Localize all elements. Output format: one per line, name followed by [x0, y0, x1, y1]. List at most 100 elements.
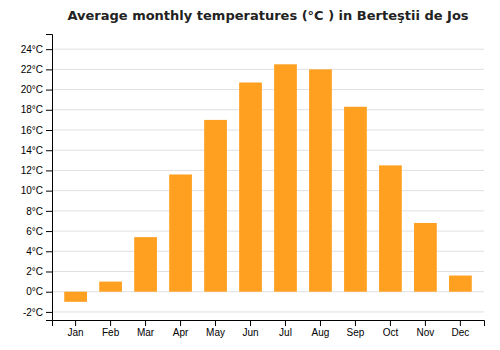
- y-tick: 16°C: [21, 125, 52, 136]
- y-axis-line: [46, 35, 53, 321]
- y-tick: 14°C: [21, 145, 52, 156]
- grid-line: [52, 89, 484, 90]
- grid-line: [52, 109, 484, 110]
- x-tick-mark: [460, 320, 461, 326]
- y-tick: 22°C: [21, 64, 52, 75]
- x-tick-label: Nov: [417, 327, 435, 338]
- y-axis: -2°C 0°C 2°C 4°C 6°C 8°C 10°C 12°C 14°C 16°C 18°C 2…: [21, 35, 53, 321]
- title: Average monthly temperatures (°C ) in Be…: [67, 8, 468, 23]
- x-tick-label: Oct: [383, 327, 399, 338]
- grid-line: [52, 150, 484, 151]
- y-tick-label: 4°C: [26, 246, 43, 257]
- x-tick-label: Sep: [347, 327, 365, 338]
- x-tick: Aug: [312, 320, 330, 338]
- y-tick-label: 18°C: [21, 104, 43, 115]
- y-tick-mark: [46, 69, 52, 70]
- y-tick-label: 0°C: [26, 286, 43, 297]
- bar: [64, 292, 87, 302]
- y-tick-label: 14°C: [21, 145, 43, 156]
- bar: [309, 69, 332, 291]
- x-tick-mark: [145, 320, 146, 326]
- y-tick-mark: [46, 191, 52, 192]
- x-tick-label: Aug: [312, 327, 330, 338]
- x-axis-line: [53, 321, 485, 327]
- x-tick-mark: [425, 320, 426, 326]
- x-tick-mark: [355, 320, 356, 326]
- bar: [239, 83, 262, 292]
- x-tick-mark: [215, 320, 216, 326]
- x-tick-mark: [390, 320, 391, 326]
- x-tick-mark: [75, 320, 76, 326]
- x-axis: Jan Feb Mar Apr May Jun Jul Aug Sep Oct Nov Dec: [53, 320, 485, 338]
- y-tick-label: 16°C: [21, 125, 43, 136]
- x-tick-label: Dec: [451, 327, 469, 338]
- y-tick: 18°C: [21, 104, 52, 115]
- y-tick-mark: [46, 150, 52, 151]
- grid-line: [52, 190, 484, 191]
- bar: [99, 282, 122, 292]
- x-tick: Jan: [68, 320, 84, 338]
- x-tick-mark: [250, 320, 251, 326]
- chart: -2°C 0°C 2°C 4°C 6°C 8°C 10°C 12°C 14°C 16°C 18°C 2…: [0, 0, 500, 350]
- x-tick: Jul: [279, 320, 292, 338]
- y-tick-mark: [46, 130, 52, 131]
- grid-line: [52, 69, 484, 70]
- bar: [449, 276, 472, 292]
- bar: [169, 174, 192, 291]
- x-tick-label: Feb: [102, 327, 120, 338]
- y-tick-label: 10°C: [21, 185, 43, 196]
- y-tick-label: 6°C: [26, 226, 43, 237]
- x-tick-label: Mar: [137, 327, 155, 338]
- y-tick-mark: [46, 251, 52, 252]
- x-tick-label: Jan: [68, 327, 84, 338]
- x-tick-label: Jun: [242, 327, 258, 338]
- bar: [134, 237, 157, 292]
- y-tick-mark: [46, 90, 52, 91]
- grid-line: [52, 130, 484, 131]
- y-tick-label: 12°C: [21, 165, 43, 176]
- y-tick-mark: [46, 271, 52, 272]
- y-tick: 2°C: [26, 266, 52, 277]
- y-tick: 10°C: [21, 185, 52, 196]
- y-tick-mark: [46, 312, 52, 313]
- grid-line: [52, 210, 484, 211]
- x-tick: Oct: [383, 320, 399, 338]
- x-tick: Mar: [137, 320, 155, 338]
- y-tick: 24°C: [21, 44, 52, 55]
- y-tick-mark: [46, 49, 52, 50]
- x-tick-label: Jul: [279, 327, 292, 338]
- y-tick-label: 2°C: [26, 266, 43, 277]
- x-tick-mark: [285, 320, 286, 326]
- y-tick-mark: [46, 231, 52, 232]
- y-tick-label: 8°C: [26, 206, 43, 217]
- plot: -2°C 0°C 2°C 4°C 6°C 8°C 10°C 12°C 14°C 16°C 18°C 2…: [21, 35, 485, 339]
- y-tick: 4°C: [26, 246, 52, 257]
- bar: [414, 223, 437, 292]
- y-tick-mark: [46, 170, 52, 171]
- x-tick: May: [206, 320, 225, 338]
- bar: [204, 120, 227, 292]
- bar: [379, 165, 402, 291]
- x-tick-mark: [320, 320, 321, 326]
- y-tick-mark: [46, 292, 52, 293]
- x-tick-label: Apr: [173, 327, 189, 338]
- x-tick-mark: [110, 320, 111, 326]
- bar: [344, 107, 367, 292]
- x-tick: Dec: [451, 320, 469, 338]
- x-tick-label: May: [206, 327, 225, 338]
- y-tick-label: -2°C: [23, 307, 43, 318]
- grid-line: [52, 170, 484, 171]
- bars: [64, 64, 472, 301]
- y-tick-mark: [46, 110, 52, 111]
- x-tick: Apr: [173, 320, 189, 338]
- grid-line: [52, 49, 484, 50]
- y-tick-mark: [46, 211, 52, 212]
- x-tick: Jun: [242, 320, 258, 338]
- y-tick-label: 22°C: [21, 64, 43, 75]
- y-tick-label: 24°C: [21, 44, 43, 55]
- y-tick: 6°C: [26, 226, 52, 237]
- y-tick: 12°C: [21, 165, 52, 176]
- y-tick: 8°C: [26, 206, 52, 217]
- x-tick: Sep: [347, 320, 365, 338]
- y-tick: 0°C: [26, 286, 52, 297]
